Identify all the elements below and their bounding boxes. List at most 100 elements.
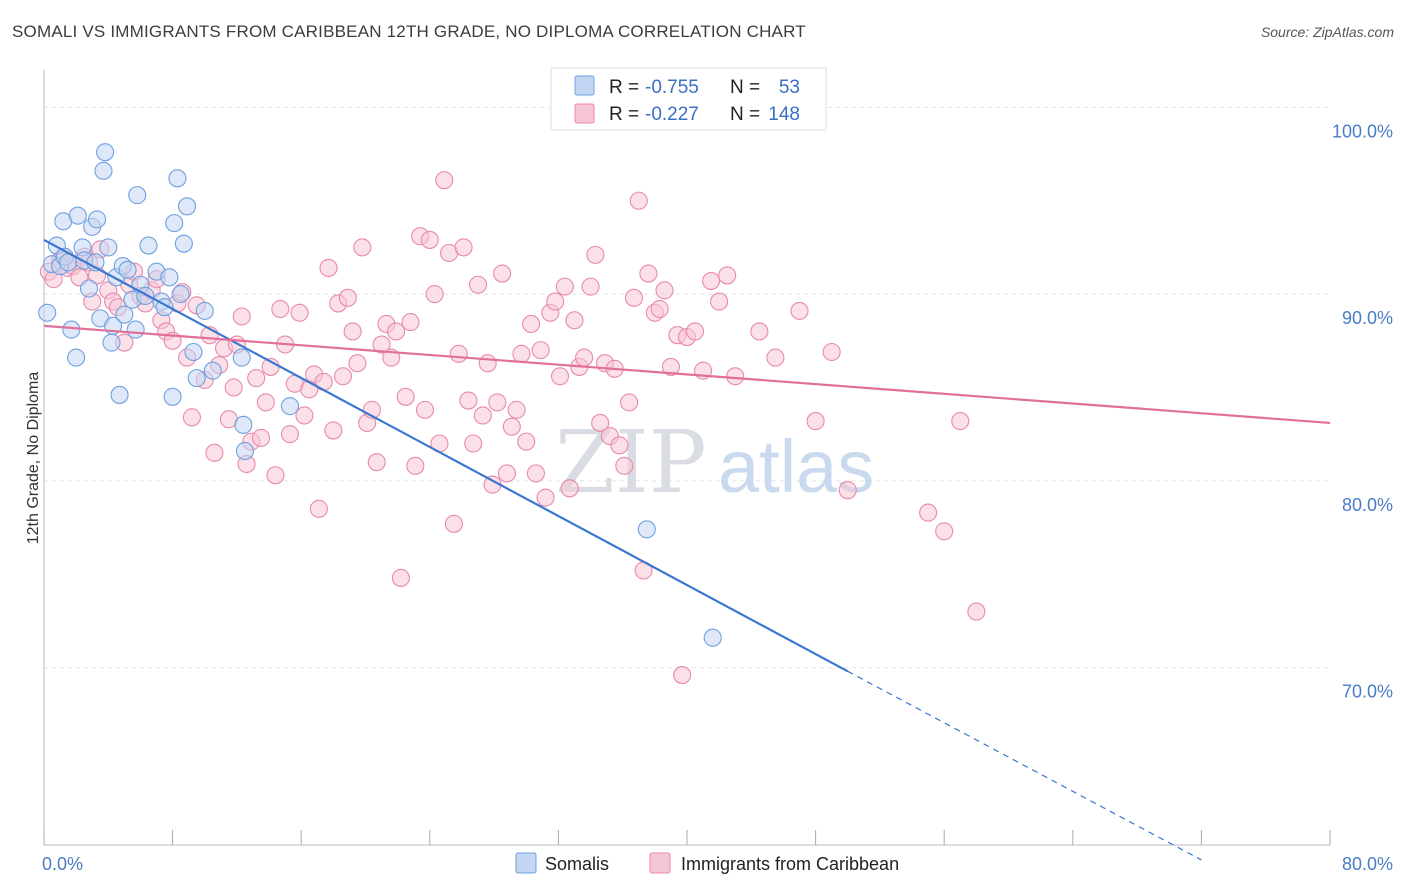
point-caribbean-132: [702, 271, 721, 291]
y-tick-label-1: 90.0%: [1342, 308, 1393, 328]
point-caribbean-56: [319, 258, 338, 278]
point-caribbean-48: [280, 425, 299, 444]
point-caribbean-67: [372, 335, 391, 354]
point-caribbean-38: [232, 307, 251, 326]
point-somalis-43: [187, 369, 206, 388]
point-caribbean-142: [822, 342, 841, 362]
point-caribbean-73: [401, 313, 420, 332]
point-caribbean-112: [591, 413, 610, 433]
point-somalis-40: [171, 285, 190, 304]
point-somalis-45: [203, 361, 222, 380]
point-caribbean-74: [406, 456, 425, 475]
y-tick-label-2: 80.0%: [1342, 495, 1393, 515]
point-caribbean-145: [935, 522, 954, 541]
bottom-legend-label-somalis: Somalis: [545, 854, 609, 874]
y-tick-label-0: 100.0%: [1332, 121, 1393, 141]
point-caribbean-88: [473, 406, 492, 425]
trend-line-somalis: [43, 238, 849, 673]
point-caribbean-62: [348, 354, 367, 373]
point-caribbean-134: [718, 266, 737, 285]
legend-n-value-1: 148: [768, 104, 800, 125]
point-somalis-39: [168, 169, 187, 188]
point-somalis-49: [280, 397, 299, 416]
axes: [43, 70, 1331, 846]
point-caribbean-60: [338, 288, 357, 307]
point-caribbean-96: [512, 344, 531, 363]
x-tick-label-1: 80.0%: [1342, 854, 1393, 874]
point-caribbean-128: [673, 666, 692, 685]
point-caribbean-104: [550, 367, 570, 386]
point-caribbean-78: [425, 285, 444, 304]
point-somalis-37: [163, 387, 182, 406]
point-caribbean-94: [502, 417, 521, 436]
point-caribbean-124: [650, 299, 669, 319]
point-somalis-20: [102, 333, 121, 352]
bottom-legend-swatch-caribbean: [649, 852, 671, 874]
point-somalis-8: [67, 348, 86, 367]
point-caribbean-50: [290, 303, 309, 322]
point-caribbean-28: [182, 408, 201, 427]
point-somalis-23: [110, 385, 129, 404]
point-caribbean-76: [415, 400, 435, 419]
point-somalis-29: [128, 186, 147, 205]
point-somalis-36: [160, 268, 179, 287]
point-somalis-44: [195, 301, 214, 320]
point-caribbean-120: [629, 191, 648, 210]
point-caribbean-110: [581, 277, 600, 296]
point-caribbean-54: [309, 499, 328, 518]
point-caribbean-118: [620, 393, 639, 412]
point-caribbean-41: [247, 369, 266, 388]
point-caribbean-32: [205, 443, 224, 462]
point-somalis-19: [99, 238, 118, 257]
point-caribbean-46: [271, 299, 290, 319]
point-somalis-0: [38, 303, 57, 322]
point-caribbean-95: [507, 400, 526, 419]
point-caribbean-135: [726, 367, 745, 386]
point-caribbean-63: [353, 238, 372, 257]
legend-n-label-1: N =: [730, 104, 760, 125]
legend: R = -0.755 N = 53 R = -0.227 N = 148: [550, 67, 827, 131]
point-caribbean-71: [391, 568, 410, 588]
point-somalis-28: [126, 320, 145, 339]
y-axis-label: 12th Grade, No Diploma: [25, 372, 42, 545]
point-caribbean-87: [468, 275, 488, 294]
point-caribbean-105: [555, 277, 574, 296]
point-caribbean-93: [497, 464, 517, 483]
trend-extension-somalis: [847, 670, 1202, 861]
point-caribbean-42: [251, 428, 271, 447]
point-caribbean-43: [256, 393, 275, 412]
point-caribbean-97: [517, 432, 536, 451]
legend-swatch-somalis: [574, 75, 595, 96]
point-caribbean-61: [343, 322, 362, 341]
point-caribbean-101: [536, 488, 555, 507]
point-caribbean-103: [546, 292, 565, 311]
point-caribbean-36: [224, 378, 243, 397]
point-somalis-26: [118, 260, 137, 279]
point-somalis-25: [115, 305, 134, 324]
point-caribbean-122: [639, 264, 658, 283]
point-somalis-17: [94, 161, 113, 180]
point-caribbean-77: [420, 230, 439, 249]
point-caribbean-70: [386, 322, 406, 341]
legend-r-value-0: -0.755: [645, 77, 699, 98]
point-caribbean-72: [396, 387, 415, 406]
point-caribbean-106: [560, 479, 579, 498]
point-caribbean-117: [615, 456, 634, 475]
point-caribbean-111: [586, 245, 605, 264]
point-somalis-7: [62, 320, 81, 339]
point-somalis-18: [96, 143, 115, 162]
tick-labels: 100.0% 90.0% 80.0% 70.0% 0.0% 80.0%: [42, 121, 1393, 874]
trend-line-caribbean: [43, 324, 1331, 425]
point-caribbean-126: [661, 357, 680, 376]
point-somalis-38: [165, 214, 184, 233]
point-caribbean-143: [838, 481, 857, 500]
point-caribbean-133: [710, 292, 729, 311]
point-caribbean-130: [685, 322, 705, 341]
point-caribbean-146: [967, 602, 986, 621]
point-caribbean-119: [624, 288, 644, 307]
point-caribbean-138: [766, 348, 785, 367]
legend-n-value-0: 53: [779, 77, 800, 98]
point-caribbean-86: [464, 434, 483, 453]
point-somalis-32: [139, 236, 158, 255]
bottom-legend-swatch-somalis: [515, 852, 537, 874]
